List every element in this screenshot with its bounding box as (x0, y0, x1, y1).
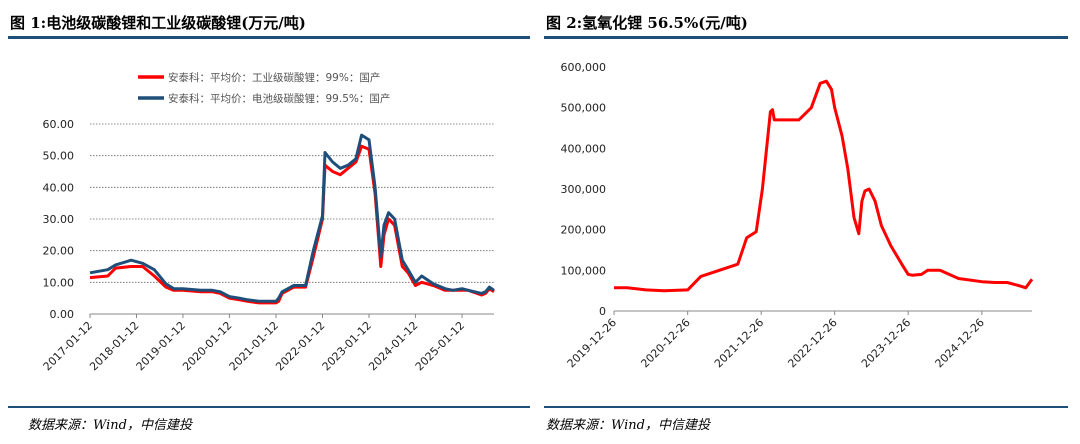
line-chart-lithium-hydroxide: 0 100,000 200,000 300,000 400,000 500,000 600,… (561, 61, 1034, 370)
source-note: 数据来源：Wind，中信建投 (546, 418, 710, 433)
title-divider (544, 36, 1068, 39)
x-tick-label: 2025-01-12 (413, 319, 467, 373)
x-tick-label: 2021-12-26 (712, 316, 766, 370)
y-tick-label: 20.00 (43, 245, 75, 258)
source-note: 数据来源：Wind，中信建投 (28, 418, 192, 433)
footer-divider (544, 406, 1068, 408)
y-tick-label: 500,000 (561, 102, 607, 115)
series-line-1 (89, 133, 495, 303)
y-tick-label: 0 (599, 305, 606, 318)
y-tick-label: 400,000 (561, 142, 607, 155)
panel-battery-lithium-carbonate: 图 1:电池级碳酸锂和工业级碳酸锂(万元/吨) 0.00 10.00 20.00 30… (8, 14, 530, 433)
chart-title: 图 1:电池级碳酸锂和工业级碳酸锂(万元/吨) (10, 14, 306, 32)
line-chart-lithium-carbonate: 0.0010.0020.0030.0040.0050.0060.002017-0… (41, 71, 495, 373)
y-tick-label: 200,000 (561, 224, 607, 237)
x-tick-label: 2022-12-26 (785, 316, 839, 370)
y-tick-label: 10.00 (43, 276, 75, 289)
x-tick-label: 2020-12-26 (638, 316, 692, 370)
chart-title: 图 2:氢氧化锂 56.5%(元/吨) (546, 14, 748, 32)
y-tick-label: 0.00 (50, 308, 75, 321)
x-tick-label: 2024-12-26 (933, 316, 987, 370)
title-divider (8, 36, 530, 39)
y-tick-label: 300,000 (561, 183, 607, 196)
y-tick-label: 30.00 (43, 213, 75, 226)
y-tick-label: 50.00 (43, 150, 75, 163)
legend-label: 安泰科：平均价：电池级碳酸锂：99.5%：国产 (168, 92, 390, 105)
legend-label: 安泰科：平均价：工业级碳酸锂：99%：国产 (168, 71, 380, 84)
y-tick-label: 60.00 (43, 118, 75, 131)
y-tick-label: 100,000 (561, 264, 607, 277)
series-line-0 (89, 144, 495, 305)
x-tick-label: 2019-12-26 (565, 316, 619, 370)
y-tick-label: 600,000 (561, 61, 607, 74)
panel-lithium-hydroxide: 图 2:氢氧化锂 56.5%(元/吨) 0 100,000 200,000 300,0… (540, 0, 1080, 444)
y-tick-label: 40.00 (43, 181, 75, 194)
series-line-0 (614, 79, 1034, 293)
footer-divider (8, 406, 530, 408)
x-tick-label: 2023-12-26 (859, 316, 913, 370)
